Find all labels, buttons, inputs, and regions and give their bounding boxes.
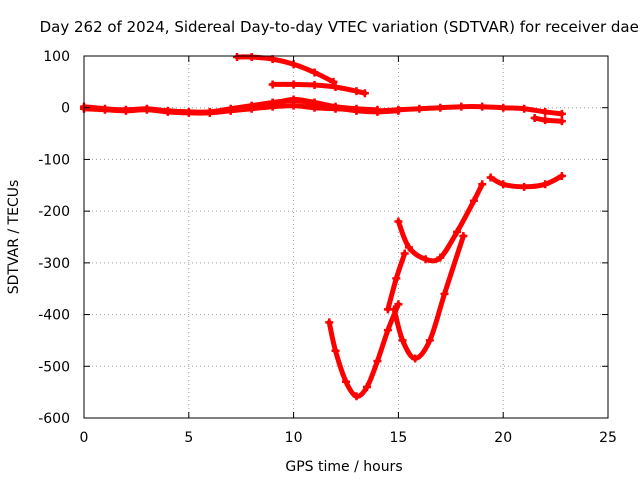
data-point-marker [352,392,361,401]
x-tick-label: 5 [184,430,193,446]
x-tick-label: 10 [285,430,303,446]
data-point-marker [142,104,151,113]
data-point-marker [392,274,401,283]
series-line [270,81,368,96]
data-point-marker [373,105,382,114]
series-line [395,181,485,264]
data-point-marker [310,68,319,77]
data-point-marker [478,180,487,189]
data-point-marker [184,107,193,116]
data-point-marker [469,196,478,205]
data-point-marker [352,87,361,96]
data-point-marker [530,114,539,123]
data-point-marker [310,98,319,107]
data-point-marker [520,104,529,113]
series-6 [530,114,566,126]
plot-frame [83,55,609,419]
data-point-marker [247,53,256,62]
data-point-marker [205,107,214,116]
series-7 [325,300,403,401]
y-tick-label: -300 [38,256,70,272]
data-point-marker [459,231,468,240]
data-point-marker [362,382,371,391]
data-point-marker [383,326,392,335]
data-point-marker [121,105,130,114]
data-point-marker [404,243,413,252]
data-point-marker [342,377,350,386]
data-point-marker [394,106,403,115]
data-point-marker [289,80,298,89]
x-tick-label: 20 [494,430,512,446]
data-point-marker [268,80,277,89]
y-tick-label: -400 [38,308,70,324]
data-point-marker [400,249,409,258]
data-point-marker [499,180,508,189]
axis-ticks: 0 5 10 15 20 25 100 0 -100 -200 -300 -400 -500 -600 [38,49,617,446]
grid [84,56,608,418]
data-point-marker [557,171,566,180]
series-4 [233,53,338,86]
data-point-marker [163,106,172,115]
data-point-marker [453,227,462,236]
y-tick-label: -600 [38,411,70,427]
data-point-marker [268,99,277,108]
x-axis-label: GPS time / hours [285,459,402,475]
series-9 [394,180,487,264]
y-tick-label: 0 [61,101,70,117]
x-tick-label: 0 [80,430,89,446]
y-tick-label: 100 [43,49,70,65]
data-point-marker [331,83,340,92]
data-point-marker [331,102,340,111]
chart-title: Day 262 of 2024, Sidereal Day-to-day VTE… [40,18,640,36]
data-point-marker [436,103,445,112]
data-point-marker [411,354,420,363]
series-8 [390,231,468,363]
series-5 [268,80,369,98]
data-point-marker [421,255,430,264]
data-point-marker [457,102,466,111]
data-point-marker [557,109,566,118]
data-point-marker [310,80,319,89]
y-tick-label: -500 [38,359,70,375]
data-point-marker [541,107,550,116]
y-axis-label: SDTVAR / TECUs [6,180,22,295]
data-point-marker [233,53,242,62]
y-tick-label: -100 [38,152,70,168]
data-point-marker [440,289,449,298]
data-point-marker [425,336,434,345]
data-point-marker [415,104,424,113]
series-3 [247,95,382,114]
data-point-marker [100,104,109,113]
data-point-marker [557,117,566,126]
data-point-marker [478,102,487,111]
x-tick-label: 25 [599,430,617,446]
series-line [326,301,401,399]
data-point-marker [436,253,445,262]
data-series-group [80,53,566,401]
data-point-marker [325,318,334,327]
series-10 [383,249,409,314]
data-point-marker [289,95,298,104]
data-point-marker [486,173,495,182]
data-point-marker [394,217,403,226]
series-11 [486,171,566,191]
y-tick-label: -200 [38,204,70,220]
data-point-marker [373,357,382,366]
data-point-marker [383,305,392,314]
data-point-marker [398,336,407,345]
data-point-marker [499,103,508,112]
data-point-marker [247,102,256,111]
data-point-marker [541,180,550,189]
data-point-marker [541,116,550,125]
x-tick-label: 15 [389,430,407,446]
data-point-marker [226,104,235,113]
data-point-marker [331,346,340,355]
data-point-marker [520,182,529,191]
data-point-marker [394,300,403,309]
data-point-marker [352,104,361,113]
data-point-marker [360,89,369,98]
